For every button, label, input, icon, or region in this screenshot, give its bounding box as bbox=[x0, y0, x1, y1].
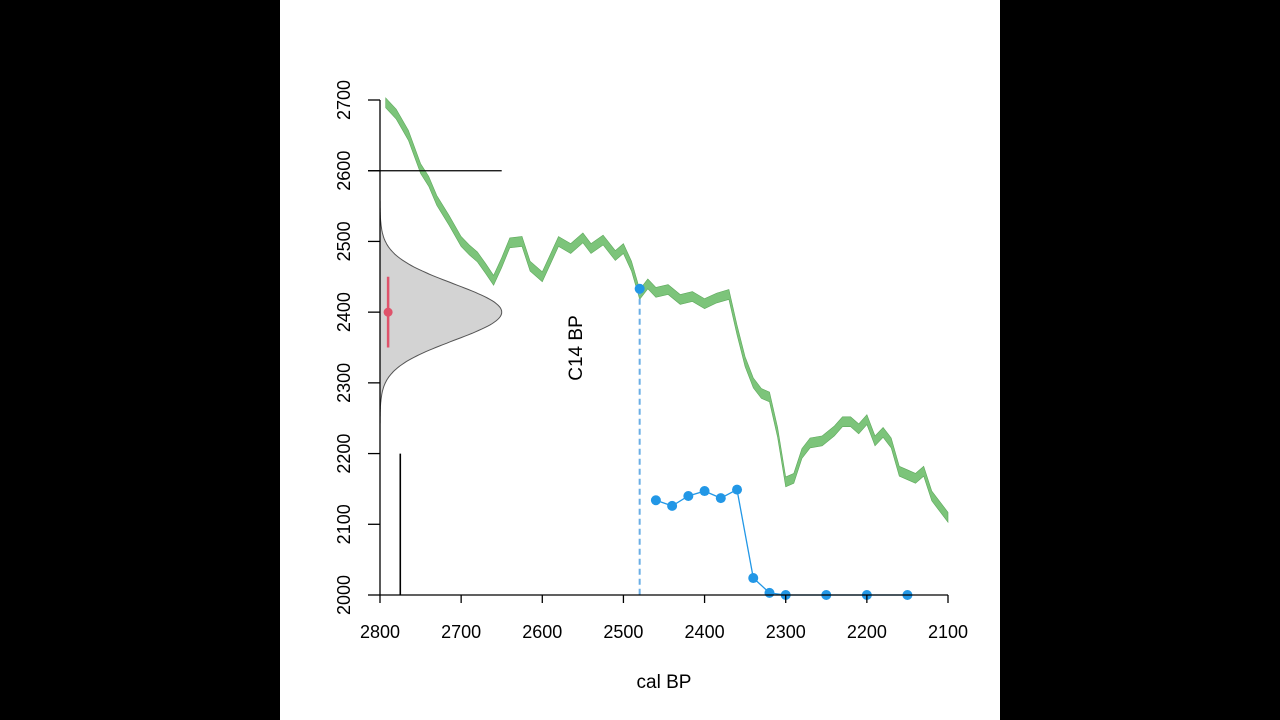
x-axis-title: cal BP bbox=[637, 672, 692, 693]
y-tick-label: 2200 bbox=[334, 434, 354, 474]
x-tick-label: 2500 bbox=[603, 622, 643, 642]
calibrated-series-point bbox=[667, 500, 678, 511]
plot-panel: 2800 2700 2600 2500 2400 2300 2200 2100 2000 2100… bbox=[280, 0, 1000, 720]
y-tick-label: 2300 bbox=[334, 363, 354, 403]
measurement-density bbox=[379, 170, 503, 454]
y-tick-label: 2600 bbox=[334, 151, 354, 191]
y-axis-title: C14 BP bbox=[566, 315, 587, 380]
y-tick-label: 2500 bbox=[334, 221, 354, 261]
y-tick-label: 2400 bbox=[334, 292, 354, 332]
calibrated-series-point bbox=[699, 486, 710, 497]
calibrated-series-point bbox=[683, 491, 694, 501]
calibrated-series-point bbox=[748, 573, 759, 584]
calibration-curve-band bbox=[385, 97, 949, 524]
calibrated-series-point bbox=[732, 484, 743, 495]
x-tick-label: 2700 bbox=[441, 622, 481, 642]
x-tick-label: 2800 bbox=[360, 622, 400, 642]
y-tick-label: 2000 bbox=[334, 575, 354, 615]
x-tick-label: 2100 bbox=[928, 622, 968, 642]
calibrated-series-point bbox=[715, 493, 726, 504]
x-tick-label: 2200 bbox=[847, 622, 887, 642]
x-tick-label: 2400 bbox=[685, 622, 725, 642]
axes-layer: 2800 2700 2600 2500 2400 2300 2200 2100 2000 2100… bbox=[334, 80, 968, 642]
x-tick-label: 2300 bbox=[766, 622, 806, 642]
density-layer bbox=[379, 170, 503, 454]
calibrated-series-point bbox=[764, 587, 775, 598]
y-tick-label: 2100 bbox=[334, 504, 354, 544]
calibrated-point bbox=[634, 283, 645, 294]
calibration-chart: 2800 2700 2600 2500 2400 2300 2200 2100 2000 2100… bbox=[334, 80, 968, 693]
x-tick-label: 2600 bbox=[522, 622, 562, 642]
calibrated-series-line bbox=[655, 488, 908, 596]
calibration-curve-layer bbox=[385, 97, 949, 524]
measurement-point bbox=[383, 307, 393, 317]
reference-layer bbox=[368, 170, 502, 595]
y-tick-label: 2700 bbox=[334, 80, 354, 120]
calibrated-series-point bbox=[650, 495, 661, 506]
calibrated-series-layer bbox=[634, 283, 913, 600]
